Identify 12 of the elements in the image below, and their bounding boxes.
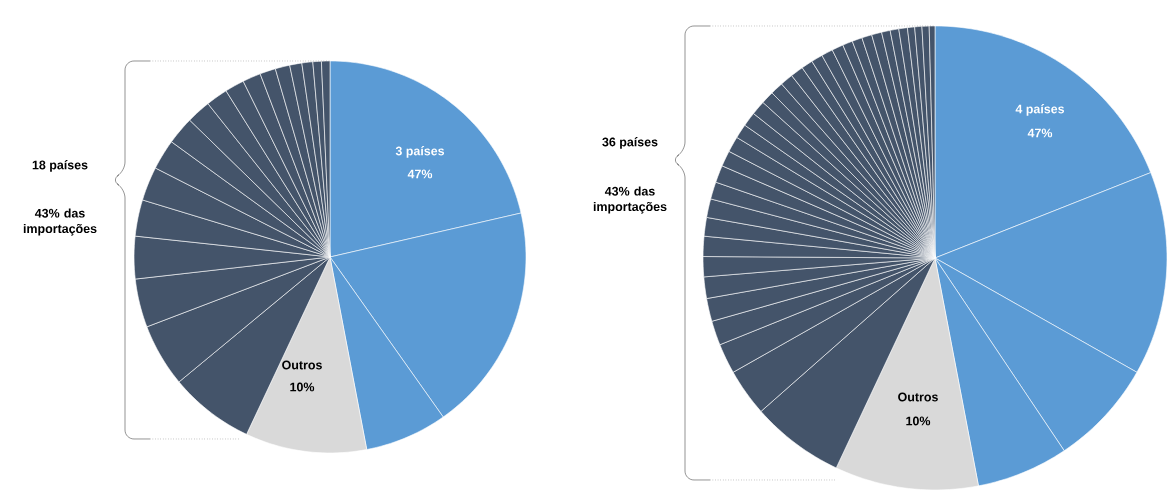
text: 3 países: [395, 146, 445, 158]
text: 47%: [407, 169, 433, 179]
text: Outros: [898, 392, 938, 402]
text: 10%: [290, 382, 315, 392]
text: 43% das importações: [593, 186, 667, 214]
text: 4 países: [1015, 104, 1065, 116]
text: 18 países: [32, 160, 88, 172]
text: 10%: [906, 416, 931, 426]
text: 47%: [1027, 128, 1053, 138]
text: 43% das importações: [23, 208, 97, 236]
text: Outros: [282, 360, 322, 370]
text: 36 países: [602, 137, 658, 149]
